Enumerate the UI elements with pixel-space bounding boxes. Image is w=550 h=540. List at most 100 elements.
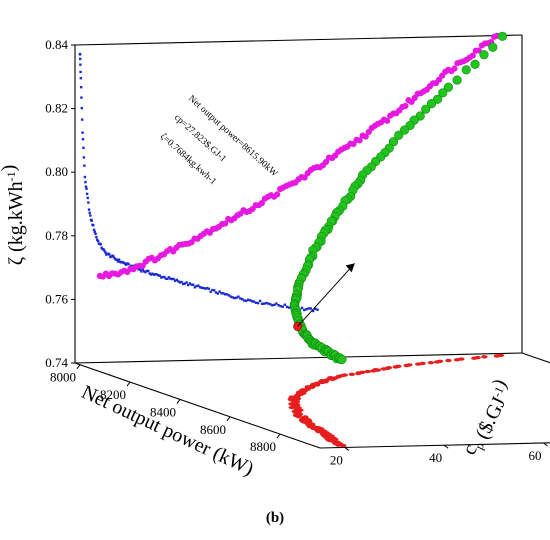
data-point-blue (275, 302, 278, 305)
data-point-blue (167, 276, 171, 279)
z-axis-label: ζ (kg.kWh-1) (0, 165, 27, 266)
data-point-blue (170, 277, 174, 281)
data-point-magenta (402, 102, 409, 110)
axis-ticks: 0.74 0.76 0.78 0.80 0.82 0.84 8000 8200 8400 8600… (45, 37, 548, 467)
data-point-blue (88, 211, 91, 215)
data-point-blue (244, 299, 248, 303)
data-point-red (392, 365, 399, 369)
data-point-blue (79, 85, 83, 89)
data-point-blue (82, 156, 86, 159)
data-point-blue (85, 192, 89, 196)
data-point-blue (309, 307, 313, 310)
data-point-blue (209, 290, 212, 293)
x-tick-mark (276, 433, 281, 439)
data-point-magenta (384, 117, 391, 124)
series-red-projection (287, 353, 505, 448)
data-point-blue (260, 302, 264, 305)
data-point-blue (202, 286, 205, 290)
data-point-blue (224, 293, 227, 296)
data-point-blue (204, 287, 207, 290)
data-point-blue (80, 96, 83, 99)
data-point-red (453, 358, 461, 362)
data-point-blue (175, 278, 178, 282)
y-tick-label: 40 (429, 450, 442, 465)
data-point-red (380, 367, 387, 371)
data-point-blue (216, 292, 220, 295)
data-point-blue (281, 305, 284, 308)
data-point-red (288, 405, 295, 410)
y-tick-mark (344, 447, 350, 451)
data-point-blue (172, 277, 175, 281)
data-point-blue (96, 238, 99, 242)
data-point-blue (137, 267, 140, 271)
data-point-green (470, 59, 480, 69)
data-point-blue (227, 294, 231, 297)
data-point-blue (213, 289, 216, 292)
data-point-blue (163, 275, 166, 279)
z-tick-label: 0.82 (45, 101, 68, 116)
data-point-red (335, 443, 342, 447)
data-point-green (388, 137, 399, 147)
data-point-red (315, 430, 322, 434)
data-point-blue (166, 277, 169, 281)
data-point-blue (115, 258, 118, 261)
data-point-green (426, 99, 437, 109)
data-point-green (461, 65, 471, 75)
data-point-blue (311, 309, 315, 313)
x-tick-label: 8200 (100, 387, 126, 402)
data-point-blue (307, 307, 310, 310)
x-tick-label: 8600 (200, 422, 226, 437)
back-top-line (74, 34, 523, 46)
series-green-pareto (289, 31, 508, 365)
data-point-red (471, 356, 478, 360)
data-point-blue (271, 304, 274, 307)
data-point-green (452, 75, 462, 85)
x-tick-label: 8800 (250, 439, 276, 454)
data-point-blue (140, 270, 143, 273)
data-point-blue (239, 297, 242, 300)
x-tick-mark (176, 399, 181, 404)
data-point-magenta (222, 220, 229, 227)
data-point-blue (155, 273, 159, 276)
data-point-magenta (451, 65, 458, 72)
data-point-blue (147, 269, 150, 273)
y-tick-label: 60 (529, 448, 542, 463)
data-point-blue (188, 282, 192, 285)
data-point-blue (87, 208, 91, 211)
data-point-blue (264, 301, 268, 305)
data-point-blue (243, 299, 246, 302)
data-point-blue (141, 268, 144, 271)
data-point-blue (158, 274, 162, 277)
x-tick-label: 8400 (150, 404, 176, 419)
data-point-blue (79, 76, 83, 80)
data-point-red (427, 360, 435, 365)
data-point-blue (218, 290, 221, 293)
data-point-magenta (322, 158, 330, 166)
data-point-blue (300, 306, 304, 310)
data-point-green (399, 125, 410, 135)
data-point-blue (190, 283, 193, 286)
panel-label: (b) (266, 510, 284, 526)
data-point-blue (233, 296, 236, 300)
data-point-blue (267, 302, 270, 305)
data-point-blue (164, 277, 168, 280)
x-axis-line (74, 362, 321, 449)
data-point-red (403, 363, 410, 368)
data-point-blue (241, 298, 244, 301)
data-point-blue (83, 175, 87, 179)
y-tick-mark (443, 444, 449, 449)
data-point-blue (248, 299, 252, 302)
data-point-blue (273, 303, 276, 306)
data-point-blue (144, 270, 147, 274)
data-point-green (337, 354, 347, 365)
y-axis-label: cp ($.GJ-1) (456, 376, 517, 461)
data-point-blue (279, 305, 282, 308)
data-point-blue (151, 272, 154, 275)
data-point-blue (82, 146, 85, 149)
data-point-blue (193, 286, 197, 289)
y-tick-mark (543, 442, 548, 447)
data-point-green (394, 130, 404, 140)
data-point-red (364, 369, 371, 374)
data-point-red (329, 377, 336, 382)
